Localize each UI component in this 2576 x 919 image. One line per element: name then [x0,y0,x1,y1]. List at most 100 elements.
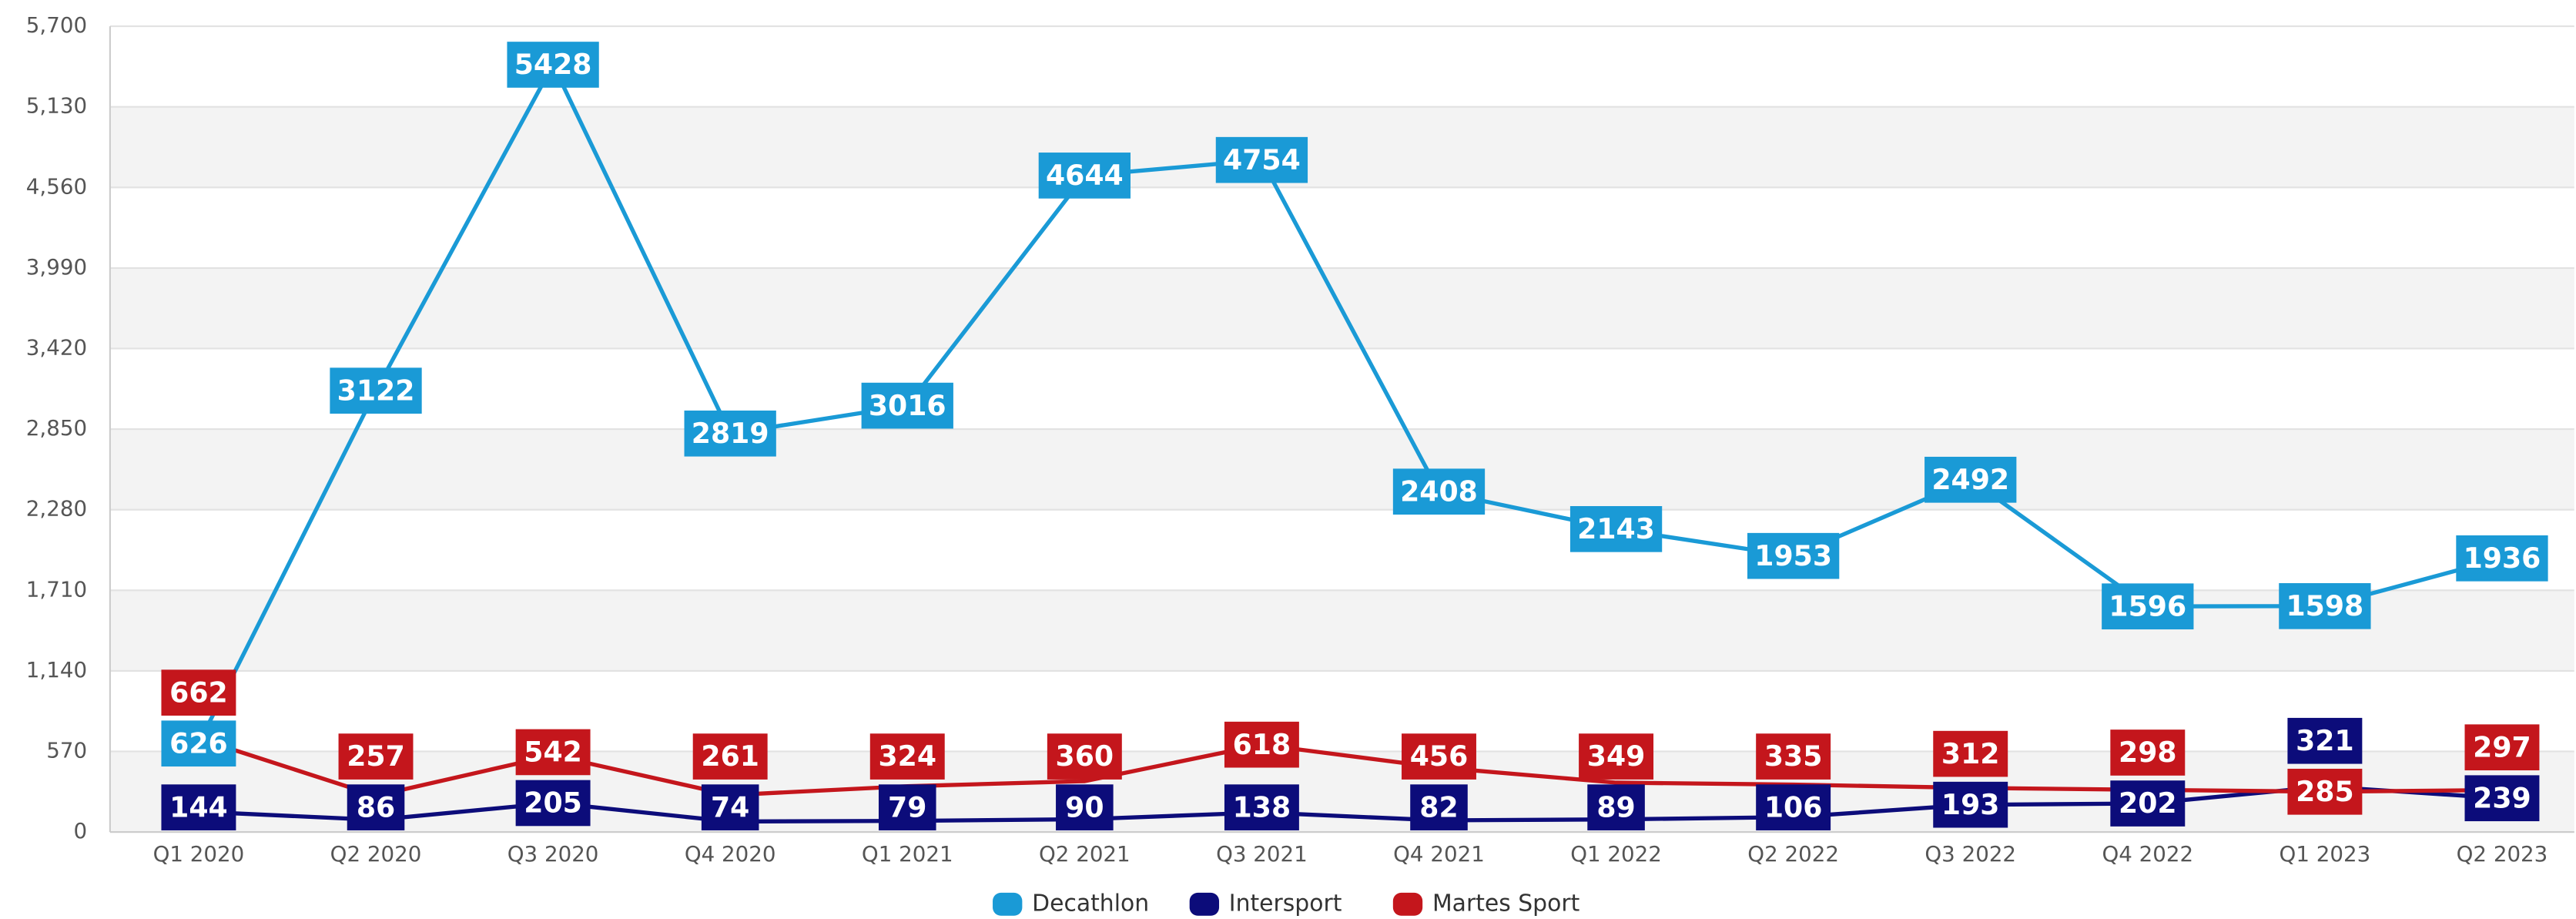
data-label: 312 [1941,737,2000,770]
x-tick-label: Q1 2020 [153,841,245,867]
data-label-box [515,780,591,827]
data-label-box [878,784,936,830]
data-label: 349 [1587,740,1646,773]
data-label: 205 [524,787,582,820]
data-label: 4754 [1223,143,1301,176]
data-label-box [1933,730,2008,777]
data-label: 456 [1410,740,1469,773]
data-label-box [861,382,953,429]
y-tick-label: 0 [73,818,87,844]
data-label: 1953 [1754,539,1832,572]
data-label-box [869,733,945,780]
data-label: 193 [1941,788,2000,821]
data-label-box [1056,784,1114,830]
data-label-box [2287,768,2363,815]
data-label: 3016 [869,389,946,422]
data-label-box [515,729,591,776]
data-label: 2143 [1577,512,1655,545]
data-label: 89 [1596,790,1635,823]
data-label: 618 [1233,728,1291,761]
x-tick-label: Q4 2022 [2102,841,2193,867]
data-label-box [2456,535,2548,582]
x-tick-label: Q4 2020 [685,841,776,867]
x-tick-label: Q2 2023 [2457,841,2548,867]
data-label-box [507,42,599,88]
data-label-box [1587,784,1645,830]
data-label: 90 [1065,790,1104,823]
data-label-box [1756,784,1831,830]
grid-band [109,429,2574,510]
y-tick-label: 5,130 [26,93,87,119]
legend-label: Decathlon [1032,890,1149,917]
legend-label: Intersport [1229,890,1342,917]
data-label-box [161,784,236,830]
y-tick-label: 2,280 [26,496,87,522]
data-label-box [1756,733,1831,780]
data-label: 261 [701,740,759,773]
data-label: 298 [2119,736,2177,769]
data-label-box [1924,456,2017,503]
x-tick-label: Q3 2020 [507,841,599,867]
data-label: 542 [524,736,582,769]
data-label-box [161,720,236,767]
data-label: 82 [1419,790,1458,823]
data-label: 202 [2119,787,2177,820]
legend-swatch [993,892,1023,916]
y-tick-label: 2,850 [26,415,87,441]
data-label-box [2110,729,2186,776]
y-tick-label: 4,560 [26,173,87,199]
data-label: 257 [347,740,405,773]
data-label-box [701,784,759,830]
x-tick-label: Q3 2022 [1924,841,2016,867]
data-label-box [684,410,776,457]
y-tick-label: 3,420 [26,334,87,360]
data-label: 2819 [692,417,769,450]
data-label: 626 [169,726,228,760]
data-label: 297 [2473,730,2531,763]
data-label-box [1579,733,1654,780]
data-label: 138 [1233,790,1291,823]
data-label: 86 [357,790,395,823]
data-label: 2492 [1931,463,2009,496]
legend-swatch [1189,892,1220,916]
data-label-box [2287,717,2363,764]
data-label-box [161,669,236,716]
y-tick-label: 1,710 [26,576,87,602]
data-label-box [1410,784,1468,830]
data-label-box [1215,136,1308,183]
data-label: 144 [169,790,228,823]
data-label-box [1569,506,1663,552]
data-label: 2408 [1400,475,1478,508]
data-label: 335 [1764,740,1823,773]
data-label: 1936 [2464,542,2541,575]
data-label: 74 [711,790,749,823]
data-label-box [2464,775,2540,822]
data-label-box [1747,532,1840,579]
data-label: 5428 [514,48,592,81]
y-tick-label: 5,700 [26,12,87,38]
y-tick-label: 1,140 [26,657,87,683]
data-label-box [1038,153,1131,199]
x-tick-label: Q1 2022 [1570,841,1662,867]
x-tick-label: Q3 2021 [1216,841,1308,867]
x-tick-label: Q2 2021 [1039,841,1131,867]
y-tick-label: 570 [46,737,87,763]
grid-band [109,590,2574,671]
data-label-box [338,733,414,780]
grid-band [109,106,2574,188]
data-label-box [1933,781,2008,828]
data-label-box [1224,784,1299,830]
data-label: 79 [888,790,926,823]
data-label: 1596 [2109,589,2186,622]
data-label: 4644 [1046,159,1124,192]
legend-swatch [1392,892,1423,916]
data-label-box [2110,780,2186,827]
data-label-box [2279,583,2371,629]
data-label: 321 [2296,724,2354,757]
data-label-box [1224,721,1299,768]
x-tick-label: Q1 2021 [862,841,953,867]
x-tick-label: Q4 2021 [1393,841,1485,867]
data-label-box [2102,583,2194,630]
data-label-box [692,733,768,780]
